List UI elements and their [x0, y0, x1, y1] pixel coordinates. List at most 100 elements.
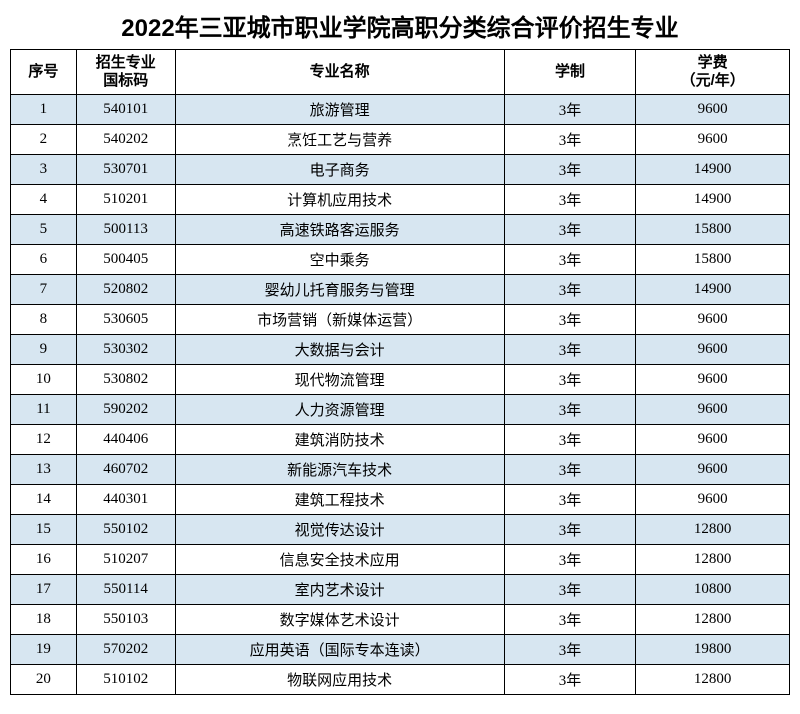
table-row: 8530605市场营销（新媒体运营）3年9600: [11, 305, 790, 335]
cell-name: 旅游管理: [175, 95, 504, 125]
cell-code: 530302: [76, 335, 175, 365]
table-row: 12440406建筑消防技术3年9600: [11, 425, 790, 455]
cell-code: 570202: [76, 635, 175, 665]
cell-name: 建筑工程技术: [175, 485, 504, 515]
cell-duration: 3年: [504, 455, 636, 485]
table-row: 4510201计算机应用技术3年14900: [11, 185, 790, 215]
cell-duration: 3年: [504, 305, 636, 335]
cell-duration: 3年: [504, 245, 636, 275]
cell-name: 视觉传达设计: [175, 515, 504, 545]
table-row: 17550114室内艺术设计3年10800: [11, 575, 790, 605]
col-header-seq: 序号: [11, 50, 77, 95]
cell-code: 530605: [76, 305, 175, 335]
cell-name: 人力资源管理: [175, 395, 504, 425]
cell-code: 520802: [76, 275, 175, 305]
cell-code: 500405: [76, 245, 175, 275]
cell-duration: 3年: [504, 275, 636, 305]
cell-seq: 9: [11, 335, 77, 365]
cell-duration: 3年: [504, 125, 636, 155]
table-row: 10530802现代物流管理3年9600: [11, 365, 790, 395]
cell-seq: 2: [11, 125, 77, 155]
table-row: 15550102视觉传达设计3年12800: [11, 515, 790, 545]
cell-name: 物联网应用技术: [175, 665, 504, 695]
cell-fee: 9600: [636, 485, 790, 515]
table-row: 3530701电子商务3年14900: [11, 155, 790, 185]
cell-code: 500113: [76, 215, 175, 245]
table-row: 19570202应用英语（国际专本连读）3年19800: [11, 635, 790, 665]
cell-seq: 15: [11, 515, 77, 545]
table-row: 1540101旅游管理3年9600: [11, 95, 790, 125]
cell-fee: 19800: [636, 635, 790, 665]
cell-fee: 9600: [636, 95, 790, 125]
cell-fee: 15800: [636, 215, 790, 245]
cell-code: 510207: [76, 545, 175, 575]
cell-duration: 3年: [504, 95, 636, 125]
cell-duration: 3年: [504, 155, 636, 185]
cell-code: 440406: [76, 425, 175, 455]
cell-name: 空中乘务: [175, 245, 504, 275]
cell-seq: 7: [11, 275, 77, 305]
cell-code: 440301: [76, 485, 175, 515]
cell-code: 550102: [76, 515, 175, 545]
table-row: 16510207信息安全技术应用3年12800: [11, 545, 790, 575]
cell-code: 550103: [76, 605, 175, 635]
cell-fee: 9600: [636, 425, 790, 455]
cell-seq: 14: [11, 485, 77, 515]
cell-code: 510201: [76, 185, 175, 215]
cell-seq: 4: [11, 185, 77, 215]
cell-duration: 3年: [504, 515, 636, 545]
cell-name: 烹饪工艺与营养: [175, 125, 504, 155]
cell-seq: 16: [11, 545, 77, 575]
table-row: 18550103数字媒体艺术设计3年12800: [11, 605, 790, 635]
cell-name: 高速铁路客运服务: [175, 215, 504, 245]
cell-seq: 3: [11, 155, 77, 185]
cell-fee: 12800: [636, 605, 790, 635]
cell-seq: 17: [11, 575, 77, 605]
col-header-name: 专业名称: [175, 50, 504, 95]
cell-code: 540101: [76, 95, 175, 125]
cell-name: 现代物流管理: [175, 365, 504, 395]
cell-duration: 3年: [504, 215, 636, 245]
col-header-fee: 学费（元/年）: [636, 50, 790, 95]
cell-seq: 12: [11, 425, 77, 455]
table-body: 1540101旅游管理3年96002540202烹饪工艺与营养3年9600353…: [11, 95, 790, 695]
cell-code: 530802: [76, 365, 175, 395]
table-row: 13460702新能源汽车技术3年9600: [11, 455, 790, 485]
cell-fee: 9600: [636, 125, 790, 155]
cell-name: 建筑消防技术: [175, 425, 504, 455]
table-row: 2540202烹饪工艺与营养3年9600: [11, 125, 790, 155]
page-title: 2022年三亚城市职业学院高职分类综合评价招生专业: [10, 8, 790, 49]
majors-table: 序号 招生专业国标码 专业名称 学制 学费（元/年） 1540101旅游管理3年…: [10, 49, 790, 695]
col-header-code: 招生专业国标码: [76, 50, 175, 95]
cell-seq: 18: [11, 605, 77, 635]
cell-seq: 13: [11, 455, 77, 485]
cell-code: 550114: [76, 575, 175, 605]
table-row: 6500405空中乘务3年15800: [11, 245, 790, 275]
table-header: 序号 招生专业国标码 专业名称 学制 学费（元/年）: [11, 50, 790, 95]
cell-fee: 14900: [636, 185, 790, 215]
table-row: 5500113高速铁路客运服务3年15800: [11, 215, 790, 245]
table-row: 9530302大数据与会计3年9600: [11, 335, 790, 365]
cell-fee: 9600: [636, 335, 790, 365]
cell-fee: 9600: [636, 455, 790, 485]
cell-fee: 12800: [636, 545, 790, 575]
cell-code: 590202: [76, 395, 175, 425]
cell-seq: 19: [11, 635, 77, 665]
cell-name: 市场营销（新媒体运营）: [175, 305, 504, 335]
cell-seq: 5: [11, 215, 77, 245]
cell-duration: 3年: [504, 425, 636, 455]
table-row: 20510102物联网应用技术3年12800: [11, 665, 790, 695]
cell-fee: 10800: [636, 575, 790, 605]
cell-fee: 9600: [636, 395, 790, 425]
cell-code: 530701: [76, 155, 175, 185]
cell-fee: 12800: [636, 665, 790, 695]
cell-name: 新能源汽车技术: [175, 455, 504, 485]
cell-code: 540202: [76, 125, 175, 155]
cell-name: 婴幼儿托育服务与管理: [175, 275, 504, 305]
cell-duration: 3年: [504, 635, 636, 665]
cell-name: 计算机应用技术: [175, 185, 504, 215]
table-row: 14440301建筑工程技术3年9600: [11, 485, 790, 515]
cell-seq: 1: [11, 95, 77, 125]
table-row: 7520802婴幼儿托育服务与管理3年14900: [11, 275, 790, 305]
cell-duration: 3年: [504, 395, 636, 425]
